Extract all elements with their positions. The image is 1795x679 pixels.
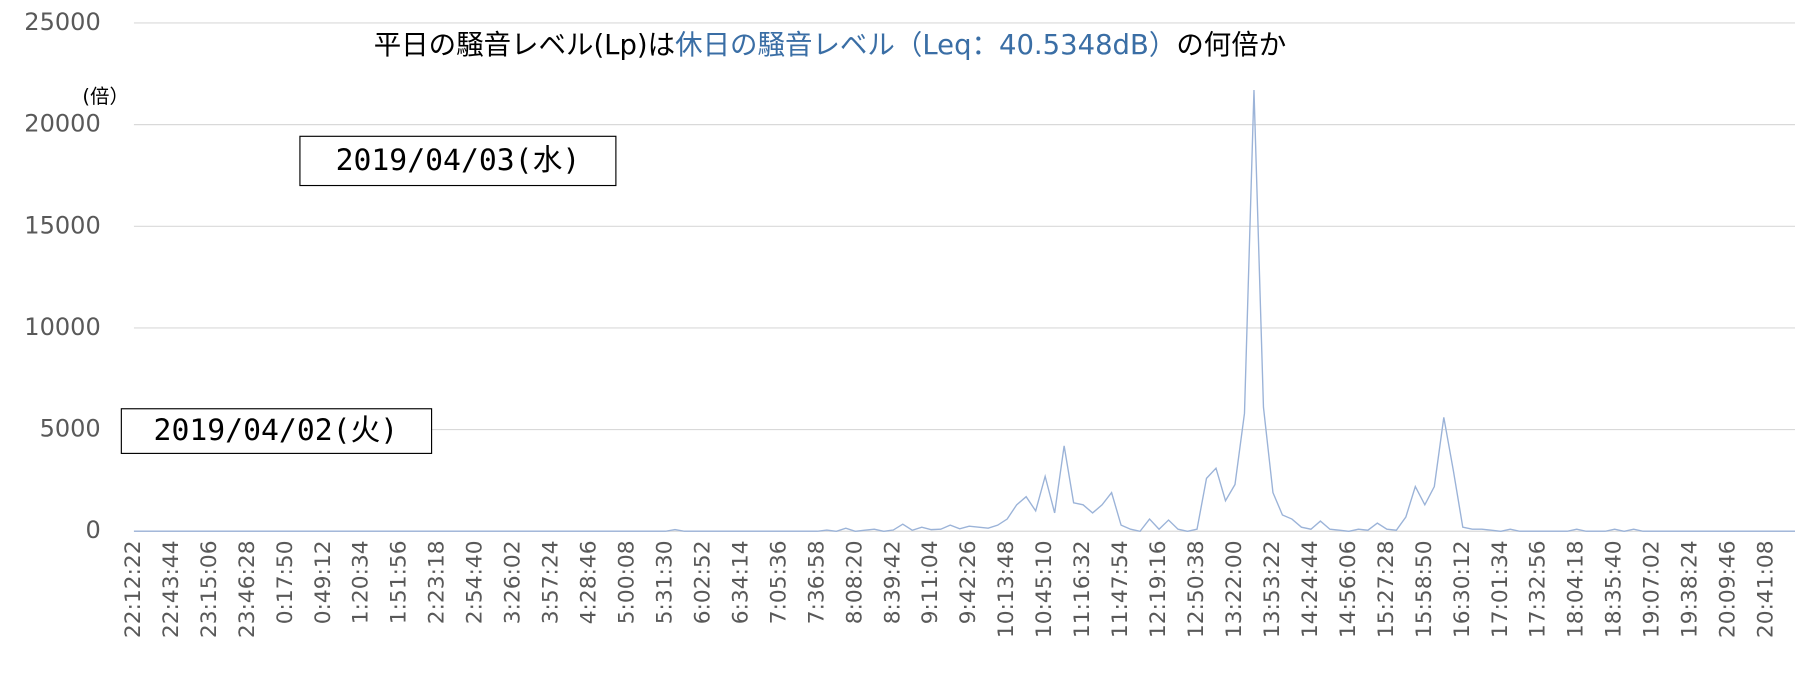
- y-tick-label: 5000: [40, 415, 101, 443]
- x-tick-label: 1:20:34: [349, 540, 374, 624]
- x-tick-label: 2:54:40: [463, 540, 488, 624]
- x-tick-label: 15:27:28: [1374, 540, 1399, 638]
- x-tick-label: 6:34:14: [728, 540, 753, 624]
- annotation: 2019/04/03(水): [336, 143, 581, 178]
- x-tick-label: 3:26:02: [501, 540, 526, 624]
- x-tick-label: 13:53:22: [1260, 540, 1285, 638]
- x-tick-label: 5:31:30: [652, 540, 677, 624]
- x-tick-label: 4:28:46: [577, 540, 602, 624]
- x-tick-label: 20:41:08: [1754, 540, 1779, 638]
- series-line: [133, 90, 1795, 533]
- x-tick-label: 1:51:56: [387, 540, 412, 624]
- chart-title: 平日の騒音レベル(Lp)は休日の騒音レベル（Leq：40.5348dB）の何倍か: [374, 30, 1286, 61]
- x-tick-label: 7:05:36: [766, 540, 791, 624]
- y-tick-label: 15000: [24, 211, 100, 239]
- title-part: の何倍か: [1176, 30, 1286, 61]
- x-tick-label: 3:57:24: [539, 540, 564, 624]
- x-tick-label: 14:56:06: [1336, 540, 1361, 638]
- x-tick-label: 18:04:18: [1564, 540, 1589, 638]
- x-tick-label: 5:00:08: [615, 540, 640, 624]
- x-tick-label: 14:24:44: [1298, 540, 1323, 638]
- x-tick-label: 23:46:28: [235, 540, 260, 638]
- x-tick-label: 18:35:40: [1602, 540, 1627, 638]
- x-tick-label: 13:22:00: [1222, 540, 1247, 638]
- annotation-box: [120, 408, 433, 454]
- x-tick-label: 8:08:20: [842, 540, 867, 624]
- x-tick-label: 0:49:12: [311, 540, 336, 624]
- x-tick-label: 20:09:46: [1716, 540, 1741, 638]
- y-tick-label: 25000: [24, 8, 100, 36]
- x-tick-label: 8:39:42: [880, 540, 905, 624]
- x-tick-label: 17:01:34: [1488, 540, 1513, 638]
- x-tick-label: 11:16:32: [1070, 540, 1095, 638]
- x-tick-label: 17:32:56: [1526, 540, 1551, 638]
- x-tick-label: 9:42:26: [956, 540, 981, 624]
- x-tick-label: 22:43:44: [159, 540, 184, 638]
- x-tick-label: 19:07:02: [1640, 540, 1665, 638]
- title-part: 平日の騒音レベル(Lp)は: [374, 30, 675, 61]
- x-tick-label: 19:38:24: [1678, 540, 1703, 638]
- annotation: 2019/04/02(火): [154, 413, 399, 448]
- x-tick-label: 10:13:48: [994, 540, 1019, 638]
- x-tick-label: 10:45:10: [1032, 540, 1057, 638]
- x-tick-label: 2:23:18: [425, 540, 450, 624]
- y-unit: (倍）: [82, 85, 128, 108]
- x-tick-label: 6:02:52: [690, 540, 715, 624]
- x-tick-label: 9:11:04: [918, 540, 943, 624]
- x-tick-label: 16:30:12: [1450, 540, 1475, 638]
- y-tick-label: 10000: [24, 313, 100, 341]
- x-tick-label: 23:15:06: [197, 540, 222, 638]
- y-tick-label: 20000: [24, 110, 100, 138]
- annotation-box: [299, 135, 617, 187]
- x-tick-label: 15:58:50: [1412, 540, 1437, 638]
- title-part: 休日の騒音レベル（Leq：40.5348dB）: [675, 30, 1176, 61]
- y-tick-label: 0: [85, 516, 100, 544]
- x-tick-label: 0:17:50: [273, 540, 298, 624]
- x-tick-label: 22:12:22: [121, 540, 146, 638]
- x-tick-label: 7:36:58: [804, 540, 829, 624]
- x-tick-label: 12:50:38: [1184, 540, 1209, 638]
- x-tick-label: 12:19:16: [1146, 540, 1171, 638]
- x-tick-label: 11:47:54: [1108, 540, 1133, 638]
